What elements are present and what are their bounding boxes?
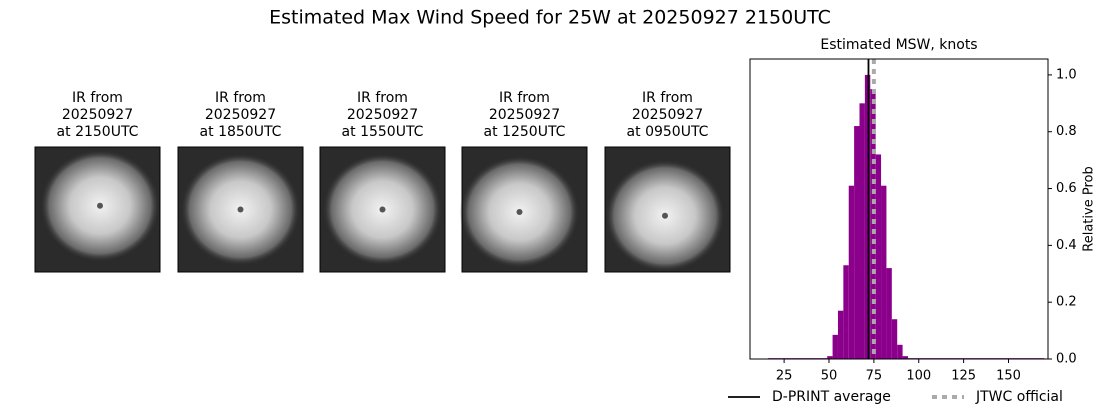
x-tick-label: 150 [996, 369, 1021, 384]
x-tick-label: 50 [821, 369, 838, 384]
y-axis-label: Relative Prob [1082, 166, 1097, 251]
histogram-bar [891, 319, 898, 359]
x-tick-label: 125 [951, 369, 976, 384]
image-title: 20250927 [632, 107, 703, 123]
image-frame [461, 146, 588, 273]
image-title: IR from [499, 90, 550, 106]
ir-eye [379, 206, 386, 213]
histogram-chart: Estimated MSW, knots D-PRINT average JTWC … [728, 37, 1097, 405]
histogram-bar [881, 185, 887, 359]
y-tick-label: 0.2 [1056, 295, 1077, 310]
ir-eye [516, 209, 523, 215]
histogram-bar [875, 154, 882, 359]
ir-eye [662, 212, 668, 219]
histogram-bar [902, 356, 908, 359]
figure-title: Estimated Max Wind Speed for 25W at 2025… [269, 7, 831, 29]
legend-label: D-PRINT average [772, 389, 891, 405]
image-title: 20250927 [205, 107, 276, 123]
histogram-bar [897, 344, 903, 359]
image-title: IR from [72, 90, 123, 106]
image-title: 20250927 [62, 107, 133, 123]
chart-title: Estimated MSW, knots [820, 37, 977, 53]
histogram-bar [870, 89, 876, 359]
x-tick-label: 25 [776, 369, 793, 384]
image-title: at 1550UTC [342, 124, 424, 140]
legend-label: JTWC official [975, 389, 1063, 405]
image-frame [34, 146, 161, 273]
image-title: at 1850UTC [200, 124, 282, 140]
y-tick-label: 0.8 [1056, 124, 1077, 139]
image-frame [319, 146, 446, 273]
image-title: IR from [357, 90, 408, 106]
plot-frame [749, 58, 1049, 360]
y-tick-label: 0.4 [1056, 238, 1077, 253]
image-title: at 0950UTC [627, 124, 709, 140]
image-title: IR from [642, 90, 693, 106]
y-tick-label: 1.0 [1056, 67, 1077, 82]
histogram-bar [859, 103, 865, 360]
histogram-bar [827, 356, 833, 359]
histogram-bar [837, 310, 844, 359]
x-tick-label: 100 [906, 369, 931, 384]
histogram-bar [886, 268, 892, 359]
y-tick-label: 0.0 [1056, 352, 1077, 367]
y-tick-label: 0.6 [1056, 181, 1077, 196]
image-title: at 2150UTC [57, 124, 139, 140]
x-tick-label: 75 [866, 369, 883, 384]
image-frame [177, 146, 304, 273]
image-title: 20250927 [347, 107, 418, 123]
image-title: IR from [215, 90, 266, 106]
ir-eye [97, 202, 103, 209]
image-title: 20250927 [489, 107, 560, 123]
histogram-bar [843, 265, 849, 359]
histogram-bar [848, 185, 855, 359]
image-title: at 1250UTC [484, 124, 566, 140]
image-frame [604, 146, 731, 273]
histogram-bar [854, 126, 860, 359]
histogram-bar [832, 334, 838, 359]
ir-eye [237, 206, 244, 213]
